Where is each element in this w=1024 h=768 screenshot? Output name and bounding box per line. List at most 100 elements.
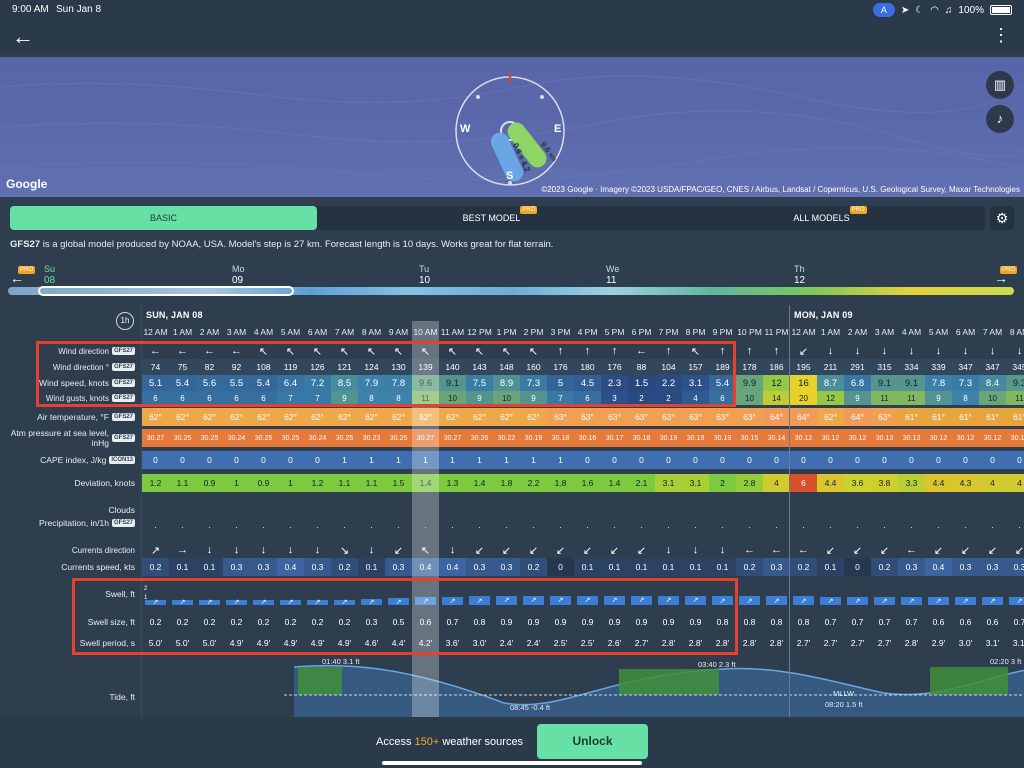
hour-label[interactable]: 5 AM <box>928 327 949 337</box>
hour-label[interactable]: 3 AM <box>226 327 247 337</box>
forecast-timeline[interactable] <box>8 287 1014 295</box>
swell-bar: ↗ <box>604 595 625 605</box>
timeline-selection[interactable] <box>38 286 294 296</box>
curspd-cell: 0.1 <box>169 558 196 576</box>
forecast-table: 1h Wind direction GFS27 Wind direction ° G… <box>0 305 1024 717</box>
hour-label[interactable]: 12 PM <box>467 327 492 337</box>
hour-label[interactable]: 9 PM <box>712 327 733 337</box>
hour-label[interactable]: 6 AM <box>955 327 976 337</box>
notification-bell-icon[interactable]: ♪ <box>986 105 1014 133</box>
precip-dot: · <box>316 522 319 532</box>
dir-cell: 124 <box>358 359 385 375</box>
hour-label[interactable]: 7 AM <box>334 327 355 337</box>
temp-cell: 62° <box>412 408 439 426</box>
curspd-cell: 0.1 <box>682 558 709 576</box>
sper-cell: 4.2' <box>418 638 433 648</box>
tab-basic[interactable]: BASIC <box>10 206 317 230</box>
hour-label[interactable]: 7 PM <box>658 327 679 337</box>
dir-cell: 108 <box>250 359 277 375</box>
arrows-cell: ↑ <box>719 345 726 357</box>
hour-label[interactable]: 8 PM <box>685 327 706 337</box>
hour-label[interactable]: 10 AM <box>413 327 438 337</box>
hour-label[interactable]: 5 AM <box>280 327 301 337</box>
curspd-cell: 0.1 <box>655 558 682 576</box>
arrows-cell: ↑ <box>611 345 618 357</box>
ssize-cell: 0.8 <box>716 617 729 627</box>
temp-cell: 61° <box>952 408 979 426</box>
tab-all-models[interactable]: ALL MODELSPRO <box>793 206 867 223</box>
swell-bar: ↗ <box>199 599 220 606</box>
curspd-cell: 0 <box>844 558 871 576</box>
dir-cell: 130 <box>385 359 412 375</box>
more-menu-icon[interactable]: ⋮ <box>992 25 1010 45</box>
model-tabs: BASIC BEST MODELPRO ALL MODELSPRO <box>10 206 985 230</box>
day-monday[interactable]: Mo 09 <box>232 264 245 286</box>
hour-label[interactable]: 12 AM <box>791 327 816 337</box>
press-cell: 30.25 <box>250 429 277 447</box>
speed-cell: 5.5 <box>223 375 250 391</box>
hour-label[interactable]: 4 PM <box>577 327 598 337</box>
hour-label[interactable]: 6 PM <box>631 327 652 337</box>
back-arrow-icon[interactable]: ← <box>12 24 34 49</box>
press-cell: 30.26 <box>466 429 493 447</box>
tab-best-model[interactable]: BEST MODELPRO <box>462 206 538 223</box>
model-description: GFS27 is a global model produced by NOAA… <box>10 239 553 250</box>
swell-bar: ↗ <box>739 596 760 605</box>
hour-label[interactable]: 1 AM <box>820 327 841 337</box>
arrows-cell: ↓ <box>854 345 861 357</box>
speed-cell: 4.5 <box>574 375 601 391</box>
day-sunday[interactable]: Su 08 <box>44 264 56 286</box>
hour-label[interactable]: 3 PM <box>550 327 571 337</box>
hour-label[interactable]: 11 AM <box>440 327 465 337</box>
prev-day-arrow-icon[interactable]: ← <box>10 270 24 286</box>
hour-label[interactable]: 9 AM <box>388 327 409 337</box>
speed-cell: 5.6 <box>196 375 223 391</box>
label-clouds: Clouds <box>108 505 135 515</box>
speed-cell: 8.4 <box>979 375 1006 391</box>
ssize-cell: 0.7 <box>851 617 864 627</box>
step-toggle-button[interactable]: 1h <box>116 312 134 330</box>
swell-bar: ↗ <box>631 595 652 605</box>
next-day-arrow-icon[interactable]: → <box>994 270 1008 286</box>
hour-label[interactable]: 10 PM <box>737 327 762 337</box>
day-thursday[interactable]: Th 12 <box>794 264 806 286</box>
label-precipitation: Precipitation, in/1h GFS27 <box>39 518 135 528</box>
hour-label[interactable]: 6 AM <box>307 327 328 337</box>
swell-bar: ↗ <box>874 596 895 605</box>
ssize-cell: 0.8 <box>770 617 783 627</box>
sper-cell: 2.7' <box>796 638 811 648</box>
precip-dot: · <box>424 522 427 532</box>
hour-label[interactable]: 1 PM <box>496 327 517 337</box>
hour-label[interactable]: 1 AM <box>172 327 193 337</box>
map-credit: ©2023 Google · Imagery ©2023 USDA/FPAC/G… <box>541 185 1020 194</box>
cape-cell: 0 <box>169 451 196 469</box>
hour-label[interactable]: 5 PM <box>604 327 625 337</box>
settings-gear-icon[interactable]: ⚙ <box>990 206 1014 230</box>
day-wednesday[interactable]: We 11 <box>606 264 620 286</box>
press-cell: 30.22 <box>493 429 520 447</box>
hour-label[interactable]: 7 AM <box>982 327 1003 337</box>
map-book-icon[interactable]: ▥ <box>986 71 1014 99</box>
cape-cell: 0 <box>979 451 1006 469</box>
hour-label[interactable]: 8 AM <box>361 327 382 337</box>
unlock-button[interactable]: Unlock <box>537 724 648 759</box>
press-cell: 30.12 <box>925 429 952 447</box>
ssize-cell: 0.7 <box>824 617 837 627</box>
ssize-cell: 0.9 <box>500 617 513 627</box>
curdir-cell: ↓ <box>233 544 240 556</box>
hour-label[interactable]: 3 AM <box>874 327 895 337</box>
press-cell: 30.27 <box>439 429 466 447</box>
satellite-map[interactable]: N E W S 9.6 kts 0.6 ft 4.2 Google ©2023 … <box>0 57 1024 197</box>
sper-cell: 2.7' <box>877 638 892 648</box>
arrows-cell: ← <box>177 345 188 357</box>
day-tuesday[interactable]: Tu 10 <box>419 264 431 286</box>
hour-label[interactable]: 12 AM <box>143 327 168 337</box>
hour-label[interactable]: 4 AM <box>253 327 274 337</box>
dir-cell: 315 <box>871 359 898 375</box>
hour-label[interactable]: 11 PM <box>764 327 789 337</box>
hour-label[interactable]: 4 AM <box>901 327 922 337</box>
hour-label[interactable]: 2 PM <box>523 327 544 337</box>
hour-label[interactable]: 8 AM <box>1009 327 1024 337</box>
hour-label[interactable]: 2 AM <box>199 327 220 337</box>
hour-label[interactable]: 2 AM <box>847 327 868 337</box>
